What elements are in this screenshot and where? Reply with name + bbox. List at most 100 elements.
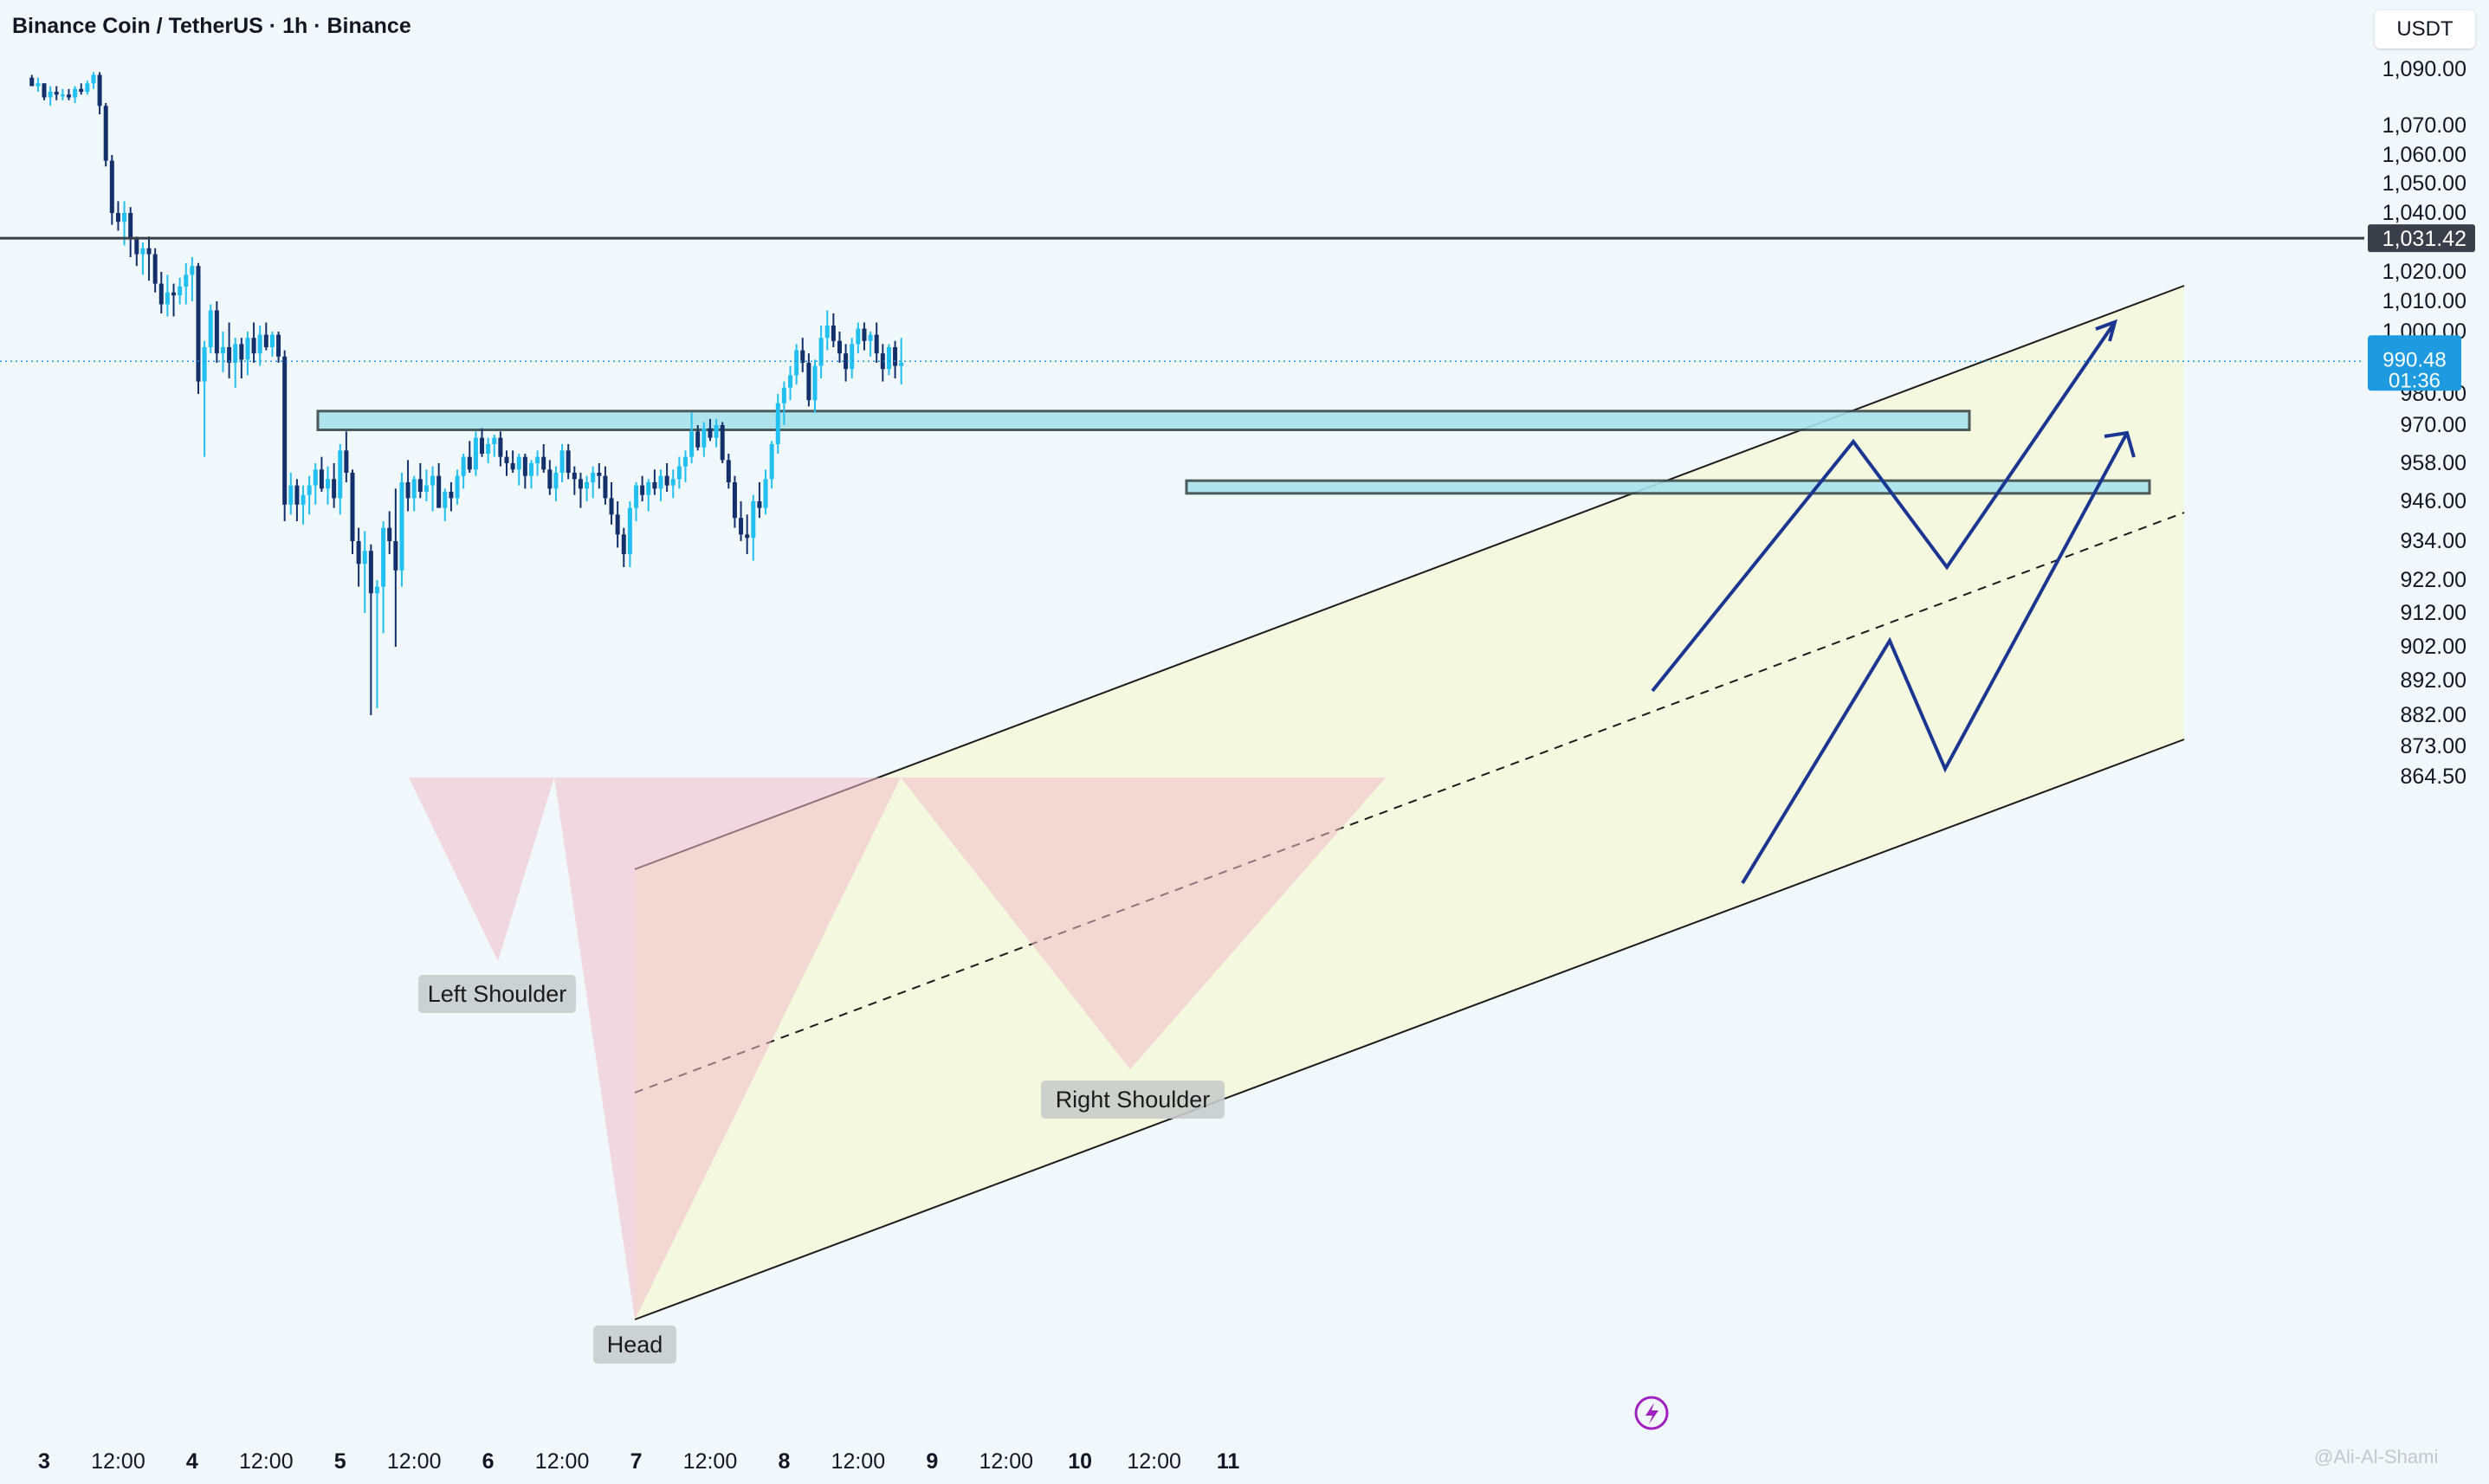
candle-body: [319, 469, 324, 489]
time-axis[interactable]: 3 12:00 4 12:00 5 12:00 6 12:00 7 12:00 8 12:00 9 12:…: [38, 1449, 1239, 1474]
lightning-icon-ring: [1634, 1396, 1669, 1430]
candle-body: [498, 437, 503, 457]
candle-body: [294, 485, 300, 505]
pattern-labels: Left Shoulder Head Right Shoulder: [418, 975, 1225, 1364]
candle-body: [658, 475, 663, 489]
candle-body: [751, 501, 756, 539]
price-tick-label: 958.00: [2401, 451, 2466, 475]
candle-body: [566, 450, 571, 473]
candle-body: [399, 482, 404, 571]
candle-body: [856, 328, 861, 345]
candle-body: [535, 456, 540, 463]
projection-path-upper: [1651, 320, 2117, 693]
candle-body: [85, 83, 90, 92]
pattern-label-text: Left Shoulder: [428, 981, 567, 1007]
candle-body: [184, 274, 189, 287]
candle-body: [66, 94, 71, 98]
support-zone-2: [1185, 479, 2151, 495]
candle-body: [257, 334, 262, 354]
candle-body: [652, 482, 657, 489]
candle-body: [467, 456, 472, 470]
time-tick-label: 10: [1068, 1449, 1092, 1474]
candle-body: [152, 254, 158, 284]
candle-body: [313, 469, 318, 486]
candle-body: [134, 239, 139, 255]
candle-body: [307, 485, 312, 495]
price-levels: [0, 236, 2364, 363]
candle-body: [214, 310, 219, 354]
candle-body: [831, 326, 836, 341]
candle-body: [640, 485, 645, 495]
candle-body: [522, 456, 527, 476]
channel-lower-line: [634, 739, 2185, 1320]
candle-body: [239, 344, 244, 360]
candle-body: [670, 479, 676, 486]
time-tick-label: 4: [186, 1449, 198, 1474]
time-tick-label: 12:00: [387, 1449, 442, 1474]
projection-arrows: [1651, 319, 2136, 885]
candle-body: [504, 456, 509, 463]
watermark-text: @Ali-Al-Shami: [2314, 1446, 2439, 1468]
candle-body: [165, 292, 170, 305]
price-tick-label: 1,060.00: [2382, 143, 2466, 167]
candle-body: [387, 527, 392, 541]
candle-body: [208, 310, 213, 347]
last-price-label: 990.48: [2382, 348, 2446, 371]
candle-body: [874, 334, 879, 354]
price-tick-label: 1,020.00: [2382, 260, 2466, 284]
candle-body: [461, 456, 466, 476]
price-tick-label: 934.00: [2401, 529, 2466, 553]
candle-body: [788, 375, 793, 388]
candle-body: [714, 425, 719, 438]
candle-body: [233, 344, 238, 363]
price-axis[interactable]: 1,090.00 1,070.00 1,060.00 1,050.00 1,040.00…: [2368, 57, 2475, 789]
candle-body: [227, 347, 232, 363]
candle-body: [516, 456, 521, 470]
price-tick-label: 1,090.00: [2382, 57, 2466, 81]
candle-body: [449, 492, 454, 499]
candle-body: [486, 444, 491, 454]
candle-body: [276, 334, 281, 357]
candle-body: [627, 507, 632, 554]
price-tick-label: 882.00: [2401, 703, 2466, 727]
pattern-label-box: [418, 975, 576, 1013]
candle-body: [245, 338, 250, 360]
candle-body: [178, 287, 183, 296]
candle-body: [374, 586, 379, 594]
candle-body: [726, 460, 731, 482]
candle-body: [443, 492, 448, 508]
candle-body: [559, 450, 565, 473]
candle-body: [708, 428, 713, 438]
candle-body: [338, 450, 343, 499]
candle-body: [91, 74, 96, 84]
candle-body: [695, 431, 701, 448]
candle-body: [732, 482, 737, 519]
candle-body: [455, 475, 460, 499]
candle-body: [48, 92, 53, 98]
price-tick-label: 922.00: [2401, 568, 2466, 592]
time-tick-label: 8: [778, 1449, 790, 1474]
candle-body: [202, 347, 207, 382]
candle-body: [800, 350, 805, 363]
pattern-label-box: [1041, 1081, 1225, 1119]
candle-body: [578, 479, 583, 489]
candle-body: [886, 347, 891, 370]
time-tick-label: 12:00: [683, 1449, 738, 1474]
candle-body: [689, 431, 695, 457]
candle-body: [140, 248, 145, 255]
candle-body: [473, 437, 478, 470]
candle-body: [676, 466, 682, 480]
candle-body: [381, 527, 386, 587]
projection-arrowhead-upper: [2095, 319, 2117, 342]
candle-body: [220, 347, 225, 354]
right-shoulder-triangle: [901, 777, 1386, 1069]
candle-body: [621, 534, 626, 554]
time-tick-label: 12:00: [535, 1449, 590, 1474]
candle-body: [769, 444, 774, 480]
candle-body: [850, 344, 855, 370]
candle-body: [609, 498, 614, 515]
currency-button[interactable]: USDT: [2375, 10, 2475, 48]
pattern-label: Left Shoulder: [418, 975, 576, 1013]
inverse-head-and-shoulders: [409, 777, 1386, 1319]
